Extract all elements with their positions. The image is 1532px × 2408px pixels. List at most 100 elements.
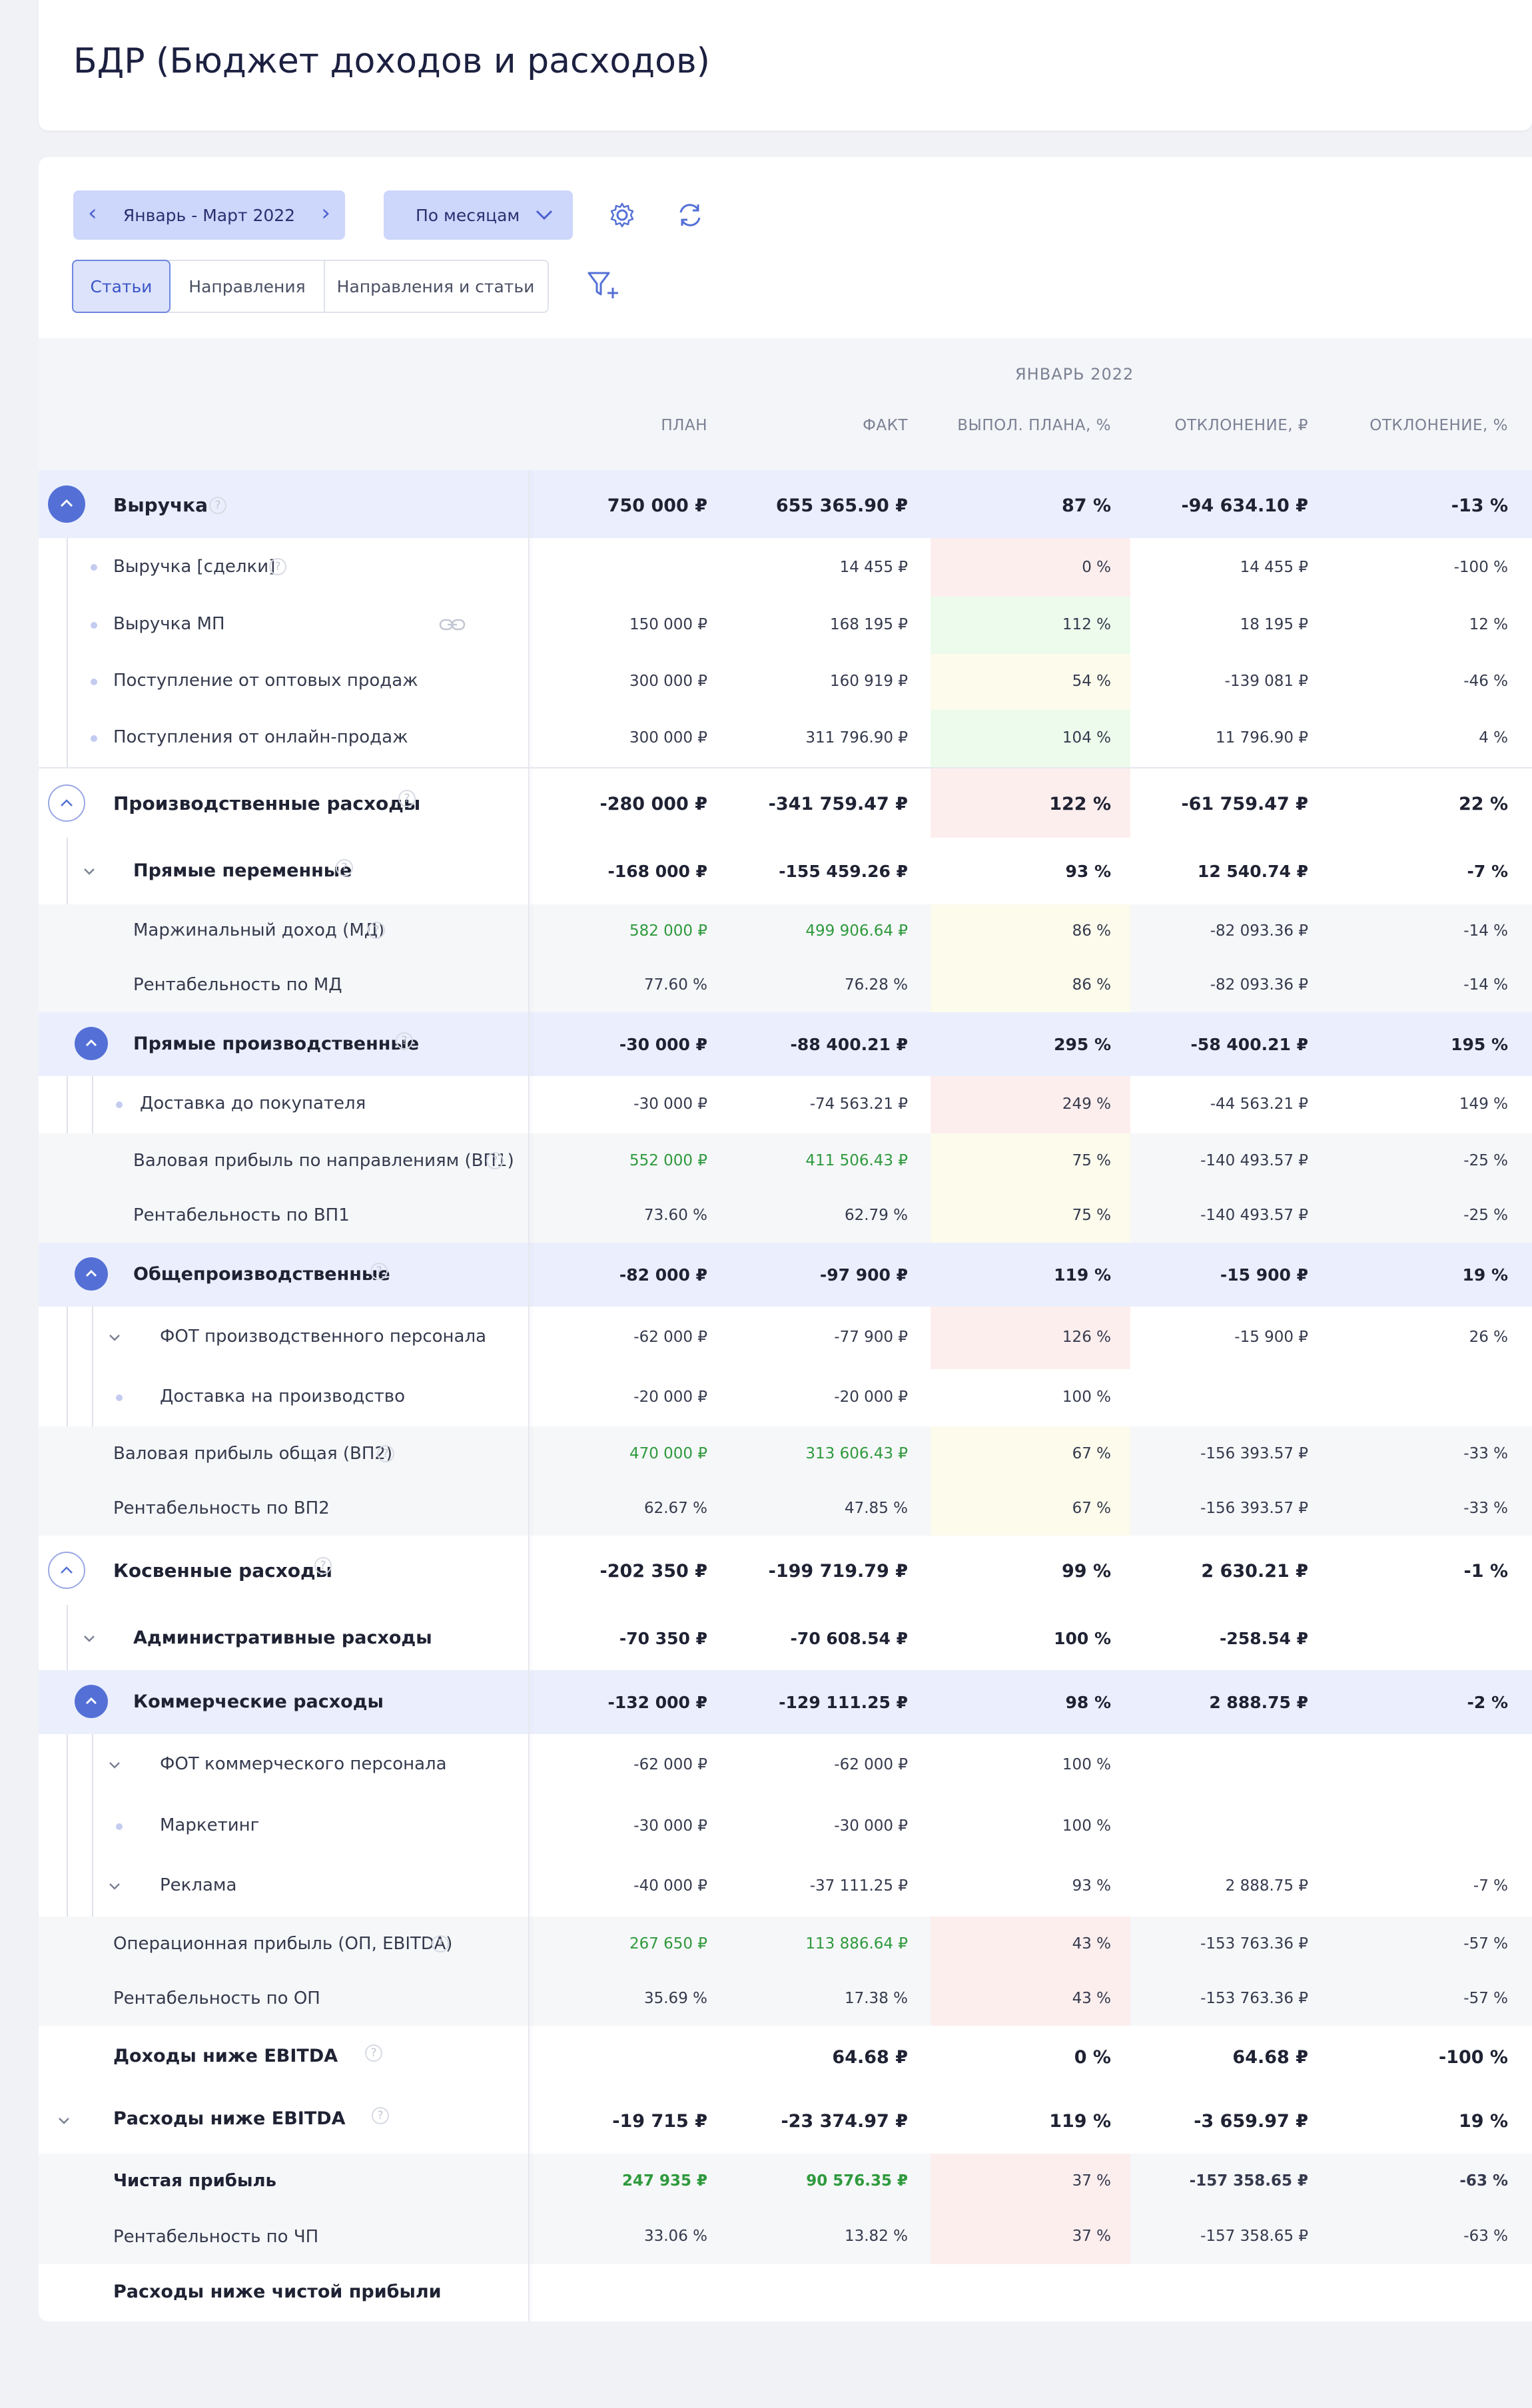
chevron-left-icon[interactable]: ‹: [88, 200, 97, 226]
row-label: Производственные расходы: [113, 792, 421, 814]
cell-pct: 119 %: [1049, 2111, 1111, 2132]
table-row[interactable]: Маркетинг -30 000 ₽ -30 000 ₽ 100 %: [39, 1797, 1532, 1857]
chevron-down-icon[interactable]: [77, 1626, 101, 1650]
help-icon[interactable]: ?: [372, 2107, 389, 2124]
collapse-toggle[interactable]: [48, 784, 85, 822]
table-row[interactable]: ФОТ производственного персонала -62 000 …: [39, 1307, 1532, 1426]
table-row[interactable]: Рентабельность по ОП 35.69 % 17.38 % 43 …: [39, 1972, 1532, 2026]
col-plan: ПЛАН: [661, 417, 707, 434]
table-row[interactable]: Косвенные расходы ? -202 350 ₽ -199 719.…: [39, 1536, 1532, 1605]
table-row[interactable]: Поступления от онлайн-продаж 300 000 ₽ 3…: [39, 710, 1532, 767]
cell-devp: -25 %: [1463, 1207, 1508, 1224]
chevron-right-icon[interactable]: ›: [321, 200, 330, 226]
table-row[interactable]: Операционная прибыль (ОП, EBITDA) ? 267 …: [39, 1917, 1532, 1972]
help-icon[interactable]: ?: [396, 1032, 413, 1050]
col-deviation-rub: ОТКЛОНЕНИЕ, ₽: [1174, 417, 1308, 434]
table-row[interactable]: Производственные расходы ? -280 000 ₽ -3…: [39, 768, 1532, 838]
pct-highlight: [931, 1133, 1130, 1189]
gear-icon[interactable]: [607, 200, 637, 230]
period-label[interactable]: Январь - Март 2022: [123, 206, 296, 225]
help-icon[interactable]: ?: [368, 922, 385, 939]
cell-plan: -30 000 ₽: [619, 1035, 707, 1054]
col-plan-completion: ВЫПОЛ. ПЛАНА, %: [957, 417, 1111, 434]
grouping-dropdown[interactable]: По месяцам: [384, 190, 573, 240]
table-row[interactable]: Поступление от оптовых продаж 300 000 ₽ …: [39, 654, 1532, 710]
help-icon[interactable]: ?: [398, 790, 416, 807]
row-label: Прямые производственные: [133, 1034, 420, 1054]
table-row[interactable]: Рентабельность по ЧП 33.06 % 13.82 % 37 …: [39, 2210, 1532, 2264]
help-icon[interactable]: ?: [377, 1445, 394, 1462]
col-deviation-pct: ОТКЛОНЕНИЕ, %: [1369, 417, 1508, 434]
cell-dev: -94 634.10 ₽: [1181, 495, 1308, 516]
table-row[interactable]: Прямые производственные ? -30 000 ₽ -88 …: [39, 1012, 1532, 1076]
link-icon[interactable]: [438, 615, 466, 634]
cell-plan: 62.67 %: [643, 1500, 707, 1517]
cell-devp: -7 %: [1467, 862, 1508, 881]
cell-dev: -15 900 ₽: [1220, 1265, 1308, 1285]
table-row[interactable]: Доставка до покупателя -30 000 ₽ -74 563…: [39, 1076, 1532, 1133]
help-icon[interactable]: ?: [486, 1152, 504, 1169]
table-row[interactable]: Расходы ниже чистой прибыли: [39, 2264, 1532, 2321]
help-icon[interactable]: ?: [209, 497, 226, 514]
cell-plan: -168 000 ₽: [607, 862, 707, 881]
chevron-down-icon[interactable]: [103, 1874, 127, 1898]
table-row[interactable]: Коммерческие расходы -132 000 ₽ -129 111…: [39, 1670, 1532, 1734]
cell-pct: 100 %: [1062, 1817, 1111, 1835]
chevron-down-icon[interactable]: [103, 1325, 127, 1349]
table-row[interactable]: Валовая прибыль по направлениям (ВП1) ? …: [39, 1133, 1532, 1189]
help-icon[interactable]: ?: [314, 1557, 332, 1574]
table-row[interactable]: Реклама -40 000 ₽ -37 111.25 ₽ 93 % 2 88…: [39, 1857, 1532, 1917]
cell-plan: 300 000 ₽: [629, 729, 707, 747]
collapse-toggle[interactable]: [75, 1257, 108, 1291]
pct-highlight: [931, 1426, 1130, 1482]
collapse-toggle[interactable]: [48, 1552, 85, 1589]
chevron-down-icon[interactable]: [77, 859, 101, 883]
row-label: Валовая прибыль по направлениям (ВП1): [133, 1151, 514, 1171]
tree-line: [67, 1605, 68, 1917]
table-row[interactable]: Прямые переменные ? -168 000 ₽ -155 459.…: [39, 838, 1532, 904]
cell-fact: 64.68 ₽: [832, 2047, 908, 2068]
help-icon[interactable]: ?: [432, 1935, 449, 1953]
help-icon[interactable]: ?: [269, 558, 286, 575]
table-row[interactable]: Чистая прибыль 247 935 ₽ 90 576.35 ₽ 37 …: [39, 2154, 1532, 2210]
cell-dev: -58 400.21 ₽: [1190, 1035, 1308, 1054]
table-row[interactable]: Доходы ниже EBITDA ? 64.68 ₽ 0 % 64.68 ₽…: [39, 2026, 1532, 2087]
month-header: ЯНВАРЬ 2022: [1015, 365, 1134, 384]
tab-articles[interactable]: Статьи: [72, 260, 171, 313]
table-row[interactable]: Рентабельность по ВП2 62.67 % 47.85 % 67…: [39, 1482, 1532, 1536]
table-row[interactable]: Выручка МП 150 000 ₽ 168 195 ₽ 112 % 18 …: [39, 597, 1532, 654]
help-icon[interactable]: ?: [365, 2044, 382, 2062]
table-row[interactable]: Рентабельность по МД 77.60 % 76.28 % 86 …: [39, 959, 1532, 1012]
chevron-down-icon[interactable]: [103, 1753, 127, 1777]
chevron-down-icon[interactable]: [52, 2108, 76, 2132]
help-icon[interactable]: ?: [336, 859, 353, 876]
filter-plus-icon[interactable]: [586, 269, 621, 301]
refresh-icon[interactable]: [675, 200, 705, 230]
pct-highlight: [931, 1307, 1130, 1369]
collapse-toggle[interactable]: [75, 1685, 108, 1718]
collapse-toggle[interactable]: [75, 1027, 108, 1060]
table-row[interactable]: Административные расходы -70 350 ₽ -70 6…: [39, 1605, 1532, 1670]
table-row[interactable]: ФОТ коммерческого персонала -62 000 ₽ -6…: [39, 1734, 1532, 1917]
cell-fact: 14 455 ₽: [839, 559, 908, 576]
help-icon[interactable]: ?: [370, 1263, 388, 1280]
column-separator: [528, 470, 530, 2321]
table-row[interactable]: Валовая прибыль общая (ВП2) ? 470 000 ₽ …: [39, 1426, 1532, 1482]
cell-pct: 98 %: [1065, 1693, 1111, 1712]
table-row[interactable]: Расходы ниже EBITDA ? -19 715 ₽ -23 374.…: [39, 2087, 1532, 2154]
table-row[interactable]: Выручка ? 750 000 ₽ 655 365.90 ₽ 87 % -9…: [39, 470, 1532, 538]
table-row[interactable]: Рентабельность по ВП1 73.60 % 62.79 % 75…: [39, 1189, 1532, 1243]
cell-pct: 93 %: [1065, 862, 1111, 881]
tab-directions-and-articles[interactable]: Направления и статьи: [336, 276, 535, 296]
table-row[interactable]: Доставка на производство -20 000 ₽ -20 0…: [39, 1369, 1532, 1426]
cell-fact: -30 000 ₽: [834, 1817, 908, 1835]
collapse-toggle[interactable]: [48, 485, 85, 523]
table-row[interactable]: Общепроизводственные ? -82 000 ₽ -97 900…: [39, 1243, 1532, 1307]
row-label: Рентабельность по ВП1: [133, 1205, 350, 1225]
table-row[interactable]: Маржинальный доход (МД) ? 582 000 ₽ 499 …: [39, 904, 1532, 959]
table-row[interactable]: Выручка [сделки] ? 14 455 ₽ 0 % 14 455 ₽…: [39, 538, 1532, 597]
tab-directions[interactable]: Направления: [171, 261, 325, 312]
cell-pct: 0 %: [1082, 559, 1111, 576]
cell-plan: 267 650 ₽: [629, 1935, 707, 1953]
cell-fact: -23 374.97 ₽: [781, 2111, 908, 2132]
